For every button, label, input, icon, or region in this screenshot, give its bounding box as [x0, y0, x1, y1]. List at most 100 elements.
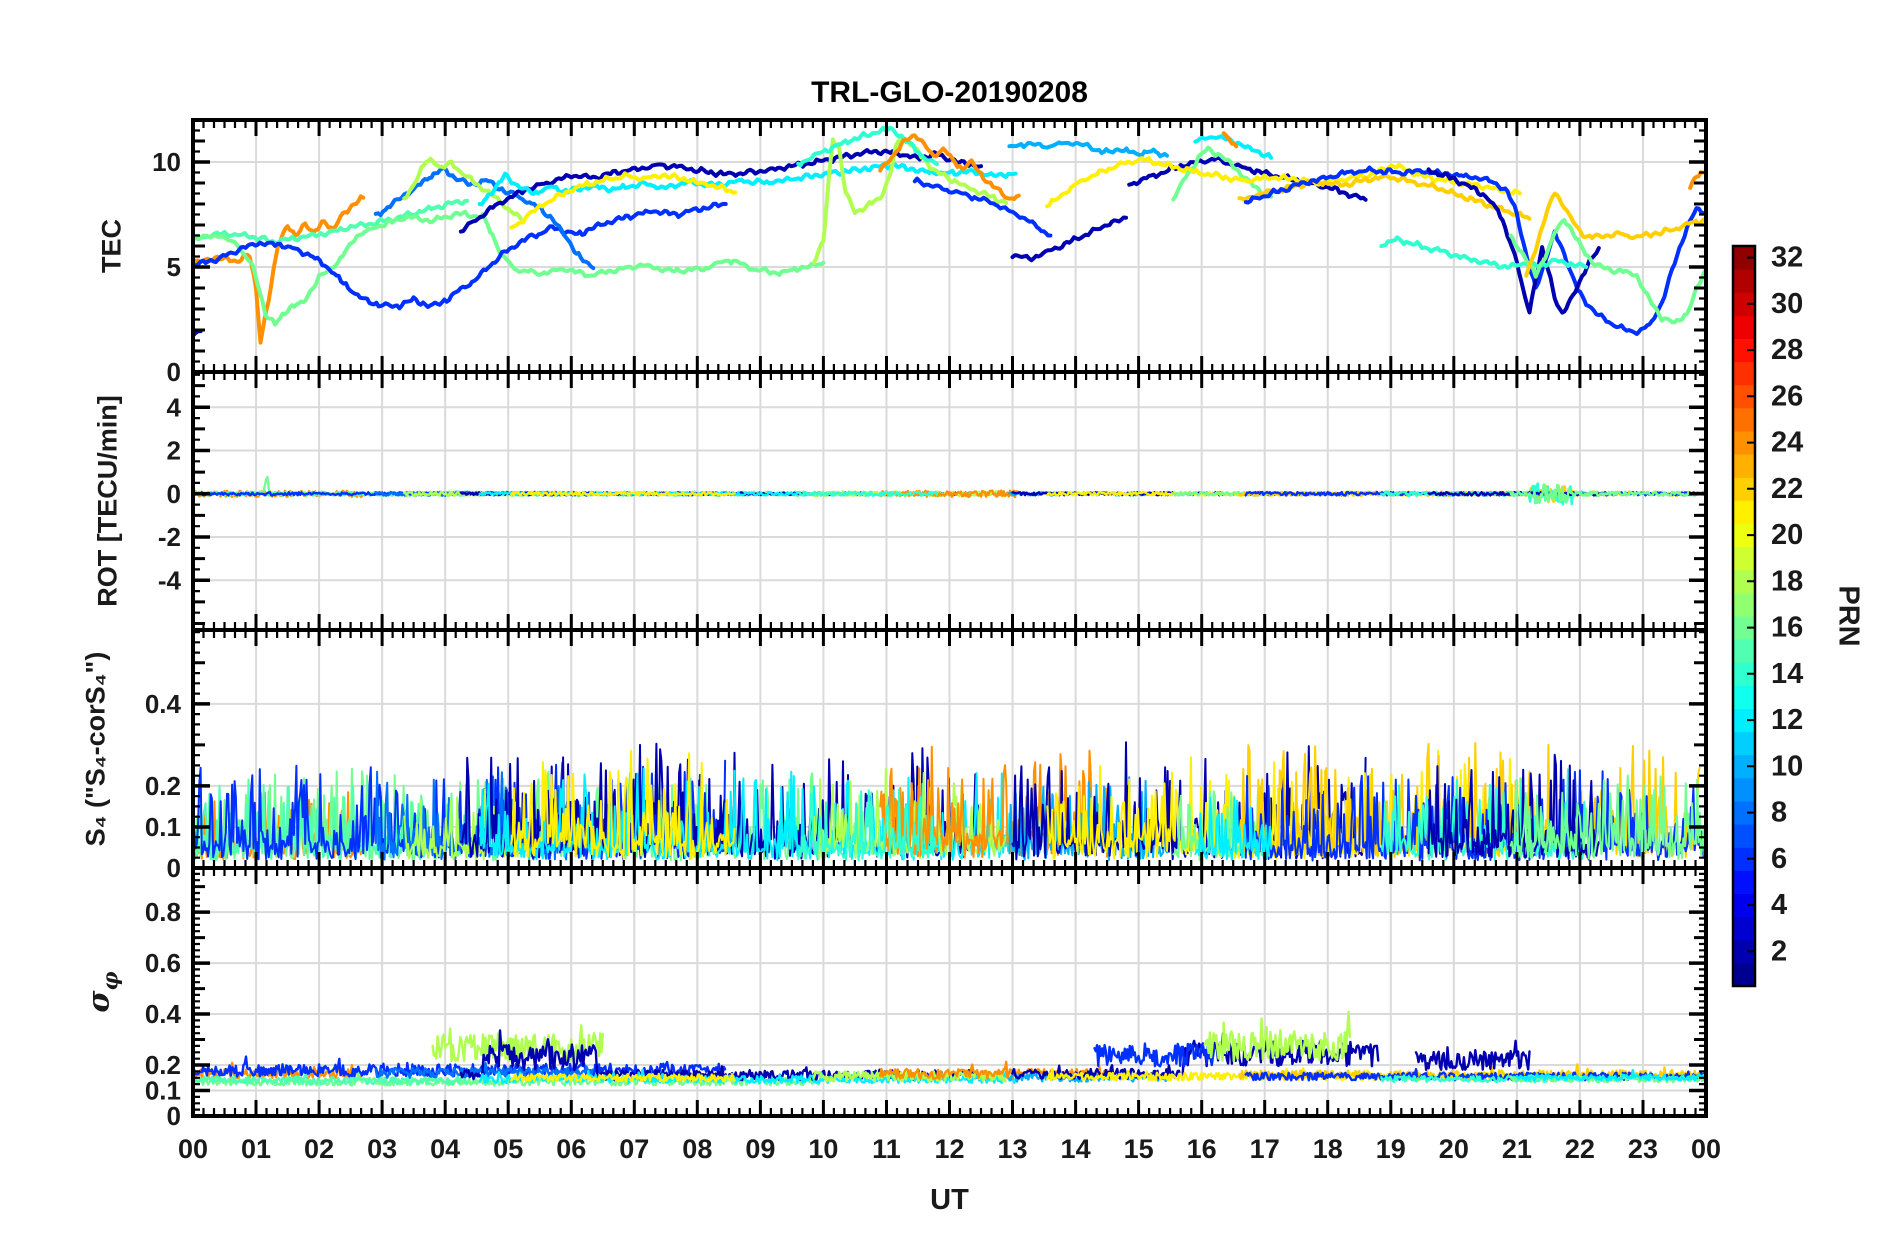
- colorbar-tick-label: 20: [1771, 519, 1803, 551]
- trace-prn-21: [510, 749, 736, 860]
- colorbar-band: [1733, 407, 1755, 432]
- colorbar-tick-label: 2: [1771, 935, 1787, 967]
- x-axis-label: UT: [930, 1184, 969, 1216]
- ytick-label-ROT: -2: [158, 522, 181, 552]
- colorbar-band: [1733, 708, 1755, 733]
- colorbar-band: [1733, 754, 1755, 779]
- xtick-label: 22: [1565, 1134, 1595, 1164]
- ytick-label-ROT: 0: [167, 479, 181, 509]
- ytick-label-S4: 0.4: [145, 689, 182, 719]
- ytick-label-S4: 0.1: [145, 812, 181, 842]
- colorbar-tick-label: 6: [1771, 843, 1787, 875]
- ytick-label-S4: 0.2: [145, 771, 181, 801]
- series-ROT: [194, 475, 1705, 506]
- ytick-label-sigma_phi: 0.4: [145, 999, 182, 1029]
- y-axis-label-s4: S₄ ("S₄-corS₄"): [80, 651, 111, 847]
- colorbar-label: PRN: [1832, 585, 1865, 647]
- trace-prn-10: [1007, 140, 1169, 159]
- colorbar-band: [1733, 546, 1755, 571]
- trace-prn-14: [796, 125, 939, 168]
- y-axis-label-tec: TEC: [96, 219, 127, 273]
- trace-prn-15: [194, 1072, 468, 1086]
- trace-prn-2: [1010, 215, 1128, 263]
- colorbar-band: [1733, 523, 1755, 548]
- labeled-ticks: [193, 405, 1706, 583]
- xtick-label: 11: [872, 1134, 901, 1164]
- minor-ticks: [193, 868, 1706, 1116]
- colorbar-band: [1733, 361, 1755, 386]
- series-sigma_phi: [194, 1010, 1705, 1087]
- colorbar-band: [1733, 777, 1755, 802]
- colorbar-band: [1733, 292, 1755, 316]
- xtick-label: 10: [808, 1134, 838, 1164]
- colorbar-tick-label: 22: [1771, 473, 1803, 505]
- colorbar-tick-label: 32: [1771, 242, 1803, 274]
- xtick-label: 05: [493, 1134, 523, 1164]
- ytick-label-TEC: 0: [167, 357, 181, 387]
- panel-ROT: -4 -2 0 2 4: [158, 370, 1708, 632]
- panel-S4: 0 0.1 0.2 0.4: [145, 628, 1708, 883]
- major-ticks: [191, 868, 1706, 1116]
- trace-prn-18: [1203, 1010, 1352, 1063]
- trace-prn-14: [1379, 235, 1589, 270]
- trace-prn-6: [194, 201, 728, 311]
- colorbar-band: [1733, 893, 1755, 918]
- colorbar-tick-label: 24: [1771, 427, 1803, 459]
- sigma-symbol: σ: [81, 990, 117, 1013]
- xtick-label: 06: [556, 1134, 586, 1164]
- colorbar-band: [1733, 939, 1755, 964]
- minor-ticks: [193, 372, 1706, 630]
- ytick-label-sigma_phi: 0.1: [145, 1076, 181, 1106]
- colorbar-band: [1733, 384, 1755, 409]
- trace-prn-2: [1427, 753, 1600, 860]
- xtick-label: 00: [178, 1134, 208, 1164]
- trace-prn-10: [1008, 776, 1168, 861]
- series-S4: [194, 741, 1705, 862]
- trace-prn-12: [1194, 796, 1272, 861]
- trace-prn-14: [797, 788, 938, 862]
- colorbar-tick-label: 4: [1771, 889, 1787, 921]
- colorbar-band: [1733, 431, 1755, 455]
- trace-prn-12: [1515, 1068, 1705, 1082]
- ytick-label-ROT: -4: [158, 565, 182, 595]
- ytick-label-sigma_phi: 0.6: [145, 948, 181, 978]
- minor-ticks: [193, 630, 1706, 868]
- ytick-label-sigma_phi: 0: [167, 1101, 181, 1131]
- xtick-label: 08: [682, 1134, 712, 1164]
- major-ticks: [191, 630, 1706, 868]
- ytick-label-ROT: 2: [167, 436, 181, 466]
- colorbar-band: [1733, 731, 1755, 756]
- trace-prn-24: [879, 745, 1115, 859]
- ytick-label-TEC: 10: [152, 147, 181, 177]
- trace-prn-21: [510, 1072, 736, 1083]
- trace-prn-24: [879, 489, 1020, 499]
- colorbar-band: [1733, 916, 1755, 941]
- trace-prn-6: [912, 176, 1053, 238]
- colorbar-border: [1731, 244, 1757, 988]
- xtick-label: 04: [430, 1134, 460, 1164]
- colorbar-tick-label: 12: [1771, 704, 1803, 736]
- colorbar-band: [1733, 592, 1755, 617]
- trace-prn-21: [1045, 156, 1522, 209]
- trace-prn-21: [510, 490, 736, 497]
- trace-prn-16: [1509, 774, 1705, 860]
- colorbar-band: [1733, 269, 1755, 293]
- xtick-label: 20: [1439, 1134, 1469, 1164]
- chart-title: TRL-GLO-20190208: [811, 76, 1088, 109]
- labeled-ticks: [193, 910, 1706, 1118]
- trace-prn-2: [1127, 155, 1368, 202]
- ytick-label-TEC: 5: [167, 252, 181, 282]
- ytick-label-sigma_phi: 0.2: [145, 1050, 181, 1080]
- xtick-label: 19: [1376, 1134, 1406, 1164]
- colorbar-band: [1733, 454, 1755, 478]
- colorbar-tick-label: 18: [1771, 565, 1803, 597]
- colorbar-ticks: [1747, 256, 1755, 953]
- trace-prn-16: [1508, 218, 1705, 325]
- xtick-label: 13: [998, 1134, 1028, 1164]
- colorbar-band: [1733, 962, 1755, 987]
- colorbar-band: [1733, 870, 1755, 894]
- colorbar-tick-label: 28: [1771, 334, 1803, 366]
- trace-prn-22: [1524, 191, 1705, 278]
